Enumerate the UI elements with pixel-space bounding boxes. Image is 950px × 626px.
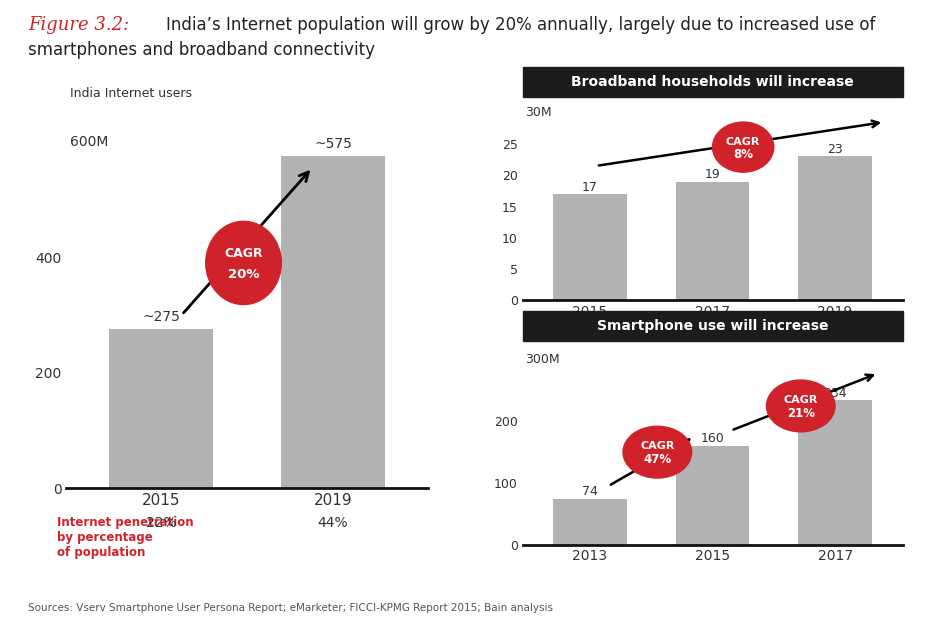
Bar [553,499,627,545]
Text: 19: 19 [705,168,720,182]
Bar [553,194,627,300]
Text: 17: 17 [582,181,598,194]
Text: 21%: 21% [787,407,815,419]
Text: India smartphone users: India smartphone users [525,325,657,335]
Text: smartphones and broadband connectivity: smartphones and broadband connectivity [28,41,375,59]
Text: 23: 23 [827,143,843,156]
Ellipse shape [712,122,774,172]
Text: ~275: ~275 [142,310,180,324]
Text: CAGR: CAGR [640,441,674,451]
Text: Smartphone use will increase: Smartphone use will increase [597,319,828,333]
Text: 8%: 8% [733,148,753,161]
Text: 74: 74 [582,485,598,498]
Bar [281,156,385,488]
Text: Figure 3.2:: Figure 3.2: [28,16,130,34]
Text: CAGR: CAGR [224,247,263,260]
Text: 600M: 600M [70,135,108,148]
Text: Broadband households will increase: Broadband households will increase [571,75,854,89]
Text: CAGR: CAGR [726,136,760,146]
Text: 22%: 22% [145,516,177,530]
Text: 234: 234 [824,387,846,399]
Text: Sources: Vserv Smartphone User Persona Report; eMarketer; FICCI-KPMG Report 2015: Sources: Vserv Smartphone User Persona R… [28,603,554,613]
Text: 30M: 30M [525,106,552,119]
Text: India’s Internet population will grow by 20% annually, largely due to increased : India’s Internet population will grow by… [166,16,876,34]
Bar [798,401,872,545]
Ellipse shape [767,380,835,432]
Text: 160: 160 [701,433,725,445]
Ellipse shape [623,426,692,478]
Text: India Internet users: India Internet users [70,87,192,100]
Text: 44%: 44% [317,516,349,530]
Bar [675,182,750,300]
Ellipse shape [206,222,281,304]
Bar [798,156,872,300]
Text: ~575: ~575 [314,137,352,151]
Text: CAGR: CAGR [784,395,818,405]
Text: 47%: 47% [643,453,672,466]
Text: India households with broadband, in millions: India households with broadband, in mill… [525,79,774,89]
Text: 300M: 300M [525,353,560,366]
Text: Internet penetration
by percentage
of population: Internet penetration by percentage of po… [57,516,194,560]
Text: 20%: 20% [228,268,259,281]
Bar [109,329,213,488]
Bar [675,446,750,545]
